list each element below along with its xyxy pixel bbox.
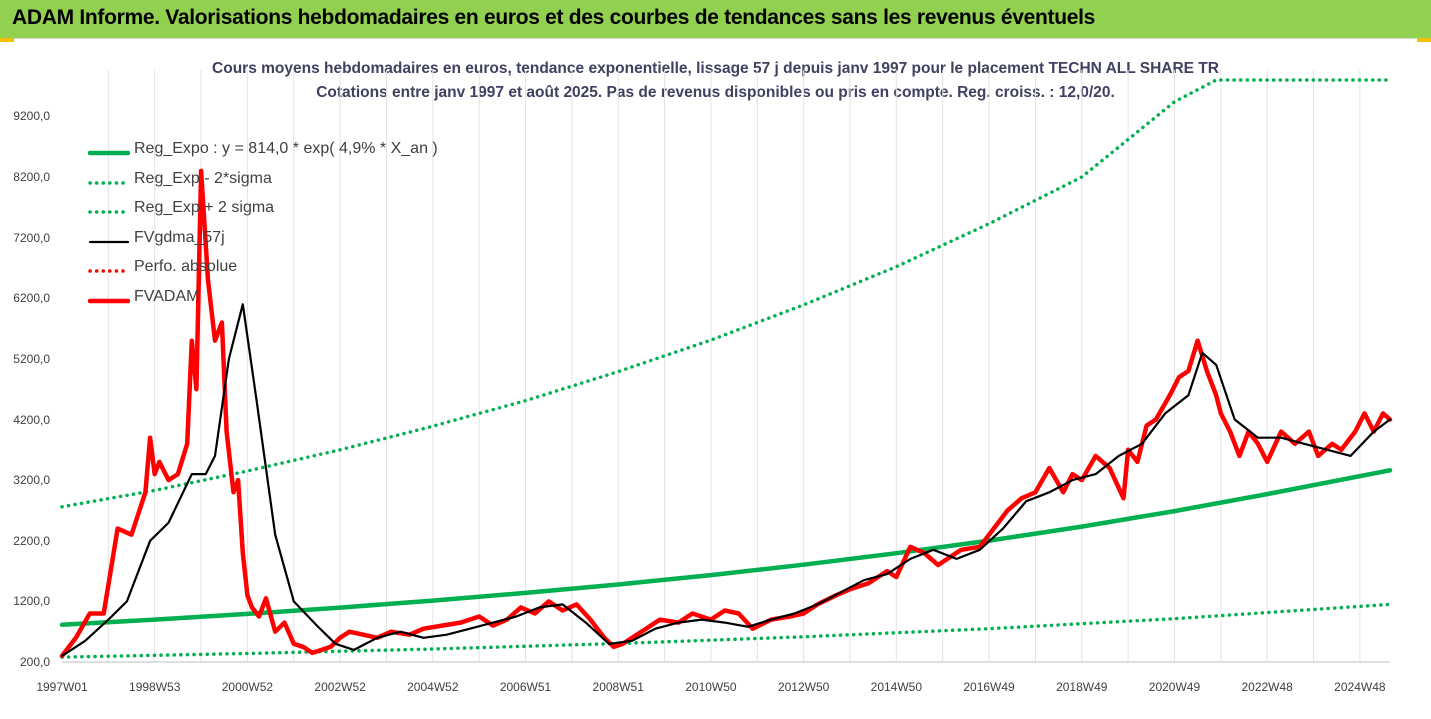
y-tick-label: 2200,0: [13, 533, 50, 548]
legend-label: Reg_Expo : y = 814,0 * exp( 4,9% * X_an …: [134, 140, 438, 157]
legend-swatch: [88, 150, 130, 156]
y-tick-label: 9200,0: [13, 109, 50, 124]
chart-subtitle: Cotations entre janv 1997 et août 2025. …: [316, 84, 1115, 101]
x-tick-label: 2008W51: [592, 680, 644, 694]
x-tick-label: 1998W53: [129, 680, 181, 694]
legend-label: Reg_Exp + 2 sigma: [134, 199, 275, 217]
series-line: [59, 168, 1393, 659]
series-line: [60, 303, 1392, 658]
report-title: ADAM Informe. Valorisations hebdomadaire…: [12, 6, 1096, 29]
x-tick-label: 2024W48: [1334, 680, 1386, 694]
y-tick-label: 200,0: [19, 655, 50, 669]
x-tick-label: 2006W51: [499, 680, 552, 694]
chart-area: [0, 38, 1431, 719]
chart-title: Cours moyens hebdomadaires en euros, ten…: [212, 60, 1219, 77]
legend-swatch: [88, 180, 130, 185]
y-tick-label: 8200,0: [13, 170, 50, 184]
legend-label: FVgdma_57j: [134, 228, 225, 246]
x-tick-label: 1997W01: [36, 680, 88, 694]
y-tick-label: 5200,0: [13, 351, 50, 366]
report-banner: ADAM Informe. Valorisations hebdomadaire…: [0, 0, 1431, 38]
x-tick-label: 2004W52: [407, 680, 459, 694]
x-tick-label: 2000W52: [221, 680, 274, 694]
legend-swatch: [88, 210, 130, 214]
legend-label: FVADAM: [134, 287, 200, 305]
series-line: [60, 602, 1392, 659]
legend-swatch: [88, 298, 130, 304]
y-tick-label: 7200,0: [13, 230, 50, 245]
x-tick-label: 2016W49: [963, 680, 1015, 694]
y-tick-label: 3200,0: [13, 473, 50, 488]
x-tick-label: 2022W48: [1241, 680, 1293, 694]
series-line: [60, 78, 1392, 509]
legend-label: Perfo. absolue: [134, 258, 238, 276]
x-tick-label: 2018W49: [1056, 680, 1108, 694]
corner-marker-right: [1417, 38, 1431, 42]
x-tick-label: 2014W50: [870, 680, 923, 694]
y-tick-label: 4200,0: [13, 412, 50, 427]
x-tick-label: 2012W50: [777, 680, 830, 694]
x-tick-label: 2020W49: [1148, 680, 1201, 694]
x-tick-label: 2002W52: [314, 680, 366, 694]
series-line: [59, 468, 1393, 628]
y-tick-label: 1200,0: [13, 594, 50, 609]
legend-swatch: [88, 240, 130, 243]
y-tick-label: 6200,0: [13, 291, 50, 306]
corner-marker-left: [0, 38, 14, 42]
legend-swatch: [88, 269, 130, 274]
x-tick-label: 2010W50: [685, 680, 737, 694]
legend-label: Reg_Exp - 2*sigma: [134, 169, 272, 187]
